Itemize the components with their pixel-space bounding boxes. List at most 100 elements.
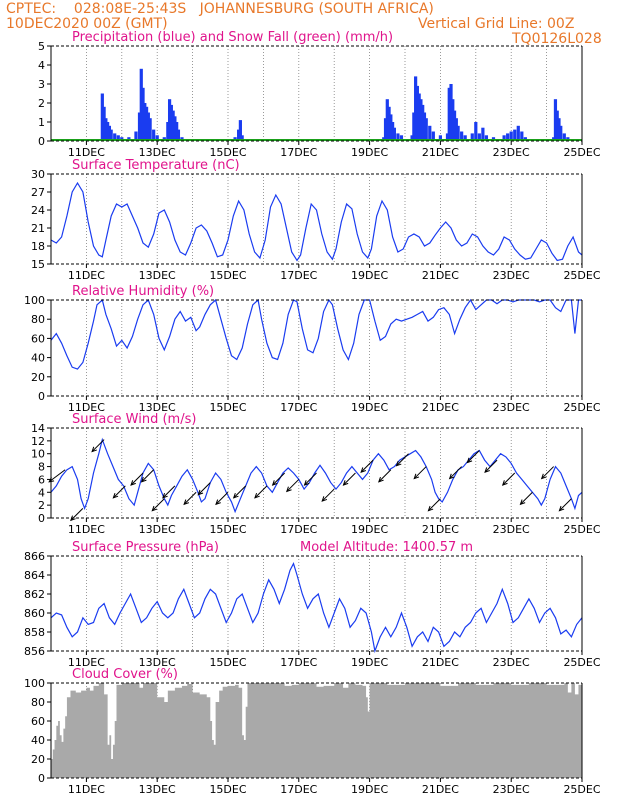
panel-title: Surface Temperature (nC) [72, 158, 240, 173]
x-tick-label: 19DEC [351, 401, 388, 414]
x-tick-label: 11DEC [68, 783, 105, 796]
wind-vector-shaft [304, 472, 317, 486]
precip-bar [240, 135, 244, 141]
precip-bar [116, 135, 120, 141]
wind-vector-head [466, 457, 473, 464]
wind-vector-head [130, 480, 136, 486]
precip-bar [137, 112, 142, 141]
wind-vector-head [140, 476, 147, 483]
precip-bar [385, 99, 389, 141]
x-tick-label: 19DEC [351, 523, 388, 536]
precip-bar [396, 133, 400, 141]
precip-bar [238, 120, 242, 141]
precip-bar [389, 114, 393, 141]
wind-vector-shaft [343, 472, 356, 486]
wind-vector-head [91, 446, 97, 453]
y-tick-label: 80 [31, 313, 45, 326]
x-tick-label: 23DEC [493, 401, 530, 414]
precip-bar [509, 131, 513, 141]
precip-bar [431, 131, 435, 141]
y-tick-label: 30 [31, 168, 45, 181]
x-tick-label: 11DEC [68, 523, 105, 536]
precip-bar [414, 76, 418, 141]
x-tick-label: 25DEC [563, 269, 600, 282]
precip-bar [146, 112, 150, 141]
y-tick-label: 100 [24, 677, 45, 690]
precip-bar [463, 135, 467, 141]
wind-vector-shaft [428, 498, 441, 512]
y-tick-label: 80 [31, 696, 45, 709]
precip-bar [484, 135, 489, 141]
y-tick-label: 40 [31, 734, 45, 747]
precip-bar [562, 133, 566, 141]
wind-vector-head [558, 505, 565, 512]
wind-vector-head [151, 505, 158, 512]
wind-vector-head [427, 505, 434, 512]
wind-vector-shaft [520, 491, 533, 505]
wind-vector-head [342, 480, 349, 486]
wind-vector-head [232, 492, 239, 499]
x-tick-label: 17DEC [280, 269, 317, 282]
x-tick-label: 15DEC [209, 783, 246, 796]
panel-title: Surface Pressure (hPa) [72, 540, 219, 555]
precip-bar [107, 125, 112, 141]
precip-bar [421, 104, 425, 141]
y-tick-label: 5 [38, 40, 45, 53]
y-tick-label: 4 [38, 486, 45, 499]
precip-bar [113, 133, 117, 141]
y-tick-label: 60 [31, 715, 45, 728]
wind-vector-shaft [197, 482, 211, 495]
x-tick-label: 13DEC [139, 401, 176, 414]
y-tick-label: 2 [38, 499, 45, 512]
precip-bar [104, 118, 108, 141]
wind-vector-shaft [449, 466, 462, 479]
precip-bar [520, 131, 524, 141]
series-line [50, 437, 583, 514]
wind-vector-shaft [91, 439, 105, 452]
wind-vector-shaft [378, 469, 392, 483]
precip-bar [502, 135, 506, 141]
wind-vector-head [360, 467, 367, 473]
precip-bar [412, 112, 416, 141]
wind-vector-head [395, 460, 402, 467]
x-tick-label: 21DEC [422, 146, 459, 159]
wind-vector-head [540, 473, 547, 480]
x-tick-label: 21DEC [422, 401, 459, 414]
precip-bar [428, 125, 432, 141]
x-tick-label: 15DEC [209, 523, 246, 536]
wind-vector-shaft [141, 469, 155, 483]
y-tick-label: 862 [24, 588, 45, 601]
wind-vector-shaft [130, 472, 144, 486]
precip-bar [451, 99, 455, 141]
precip-bar [438, 135, 442, 141]
wind-vector-shaft [466, 450, 480, 463]
x-tick-label: 25DEC [563, 783, 600, 796]
precip-bar [106, 122, 110, 141]
precip-bar [391, 122, 395, 141]
x-tick-label: 15DEC [209, 401, 246, 414]
y-tick-label: 0 [38, 772, 45, 785]
y-tick-label: 0 [38, 390, 45, 403]
precip-bar [460, 131, 464, 141]
wind-vector-shaft [112, 485, 126, 499]
wind-vector-shaft [233, 485, 247, 499]
precip-bar [237, 129, 241, 141]
precip-bar [419, 99, 423, 141]
x-tick-label: 15DEC [209, 269, 246, 282]
wind-vector-shaft [151, 498, 165, 512]
wind-vector-head [321, 496, 328, 502]
wind-vector-shaft [360, 459, 374, 473]
precip-bar [424, 118, 428, 141]
precip-bar [555, 110, 559, 141]
x-tick-label: 17DEC [280, 783, 317, 796]
precip-bar [392, 127, 396, 141]
precip-bar [474, 122, 478, 141]
x-tick-label: 17DEC [280, 146, 317, 159]
x-tick-label: 25DEC [563, 146, 600, 159]
x-tick-label: 23DEC [493, 523, 530, 536]
model-altitude-note: Model Altitude: 1400.57 m [300, 540, 474, 555]
y-tick-label: 100 [24, 294, 45, 307]
precip-bar [417, 93, 421, 141]
x-tick-label: 21DEC [422, 523, 459, 536]
wind-vector-shaft [48, 469, 66, 483]
